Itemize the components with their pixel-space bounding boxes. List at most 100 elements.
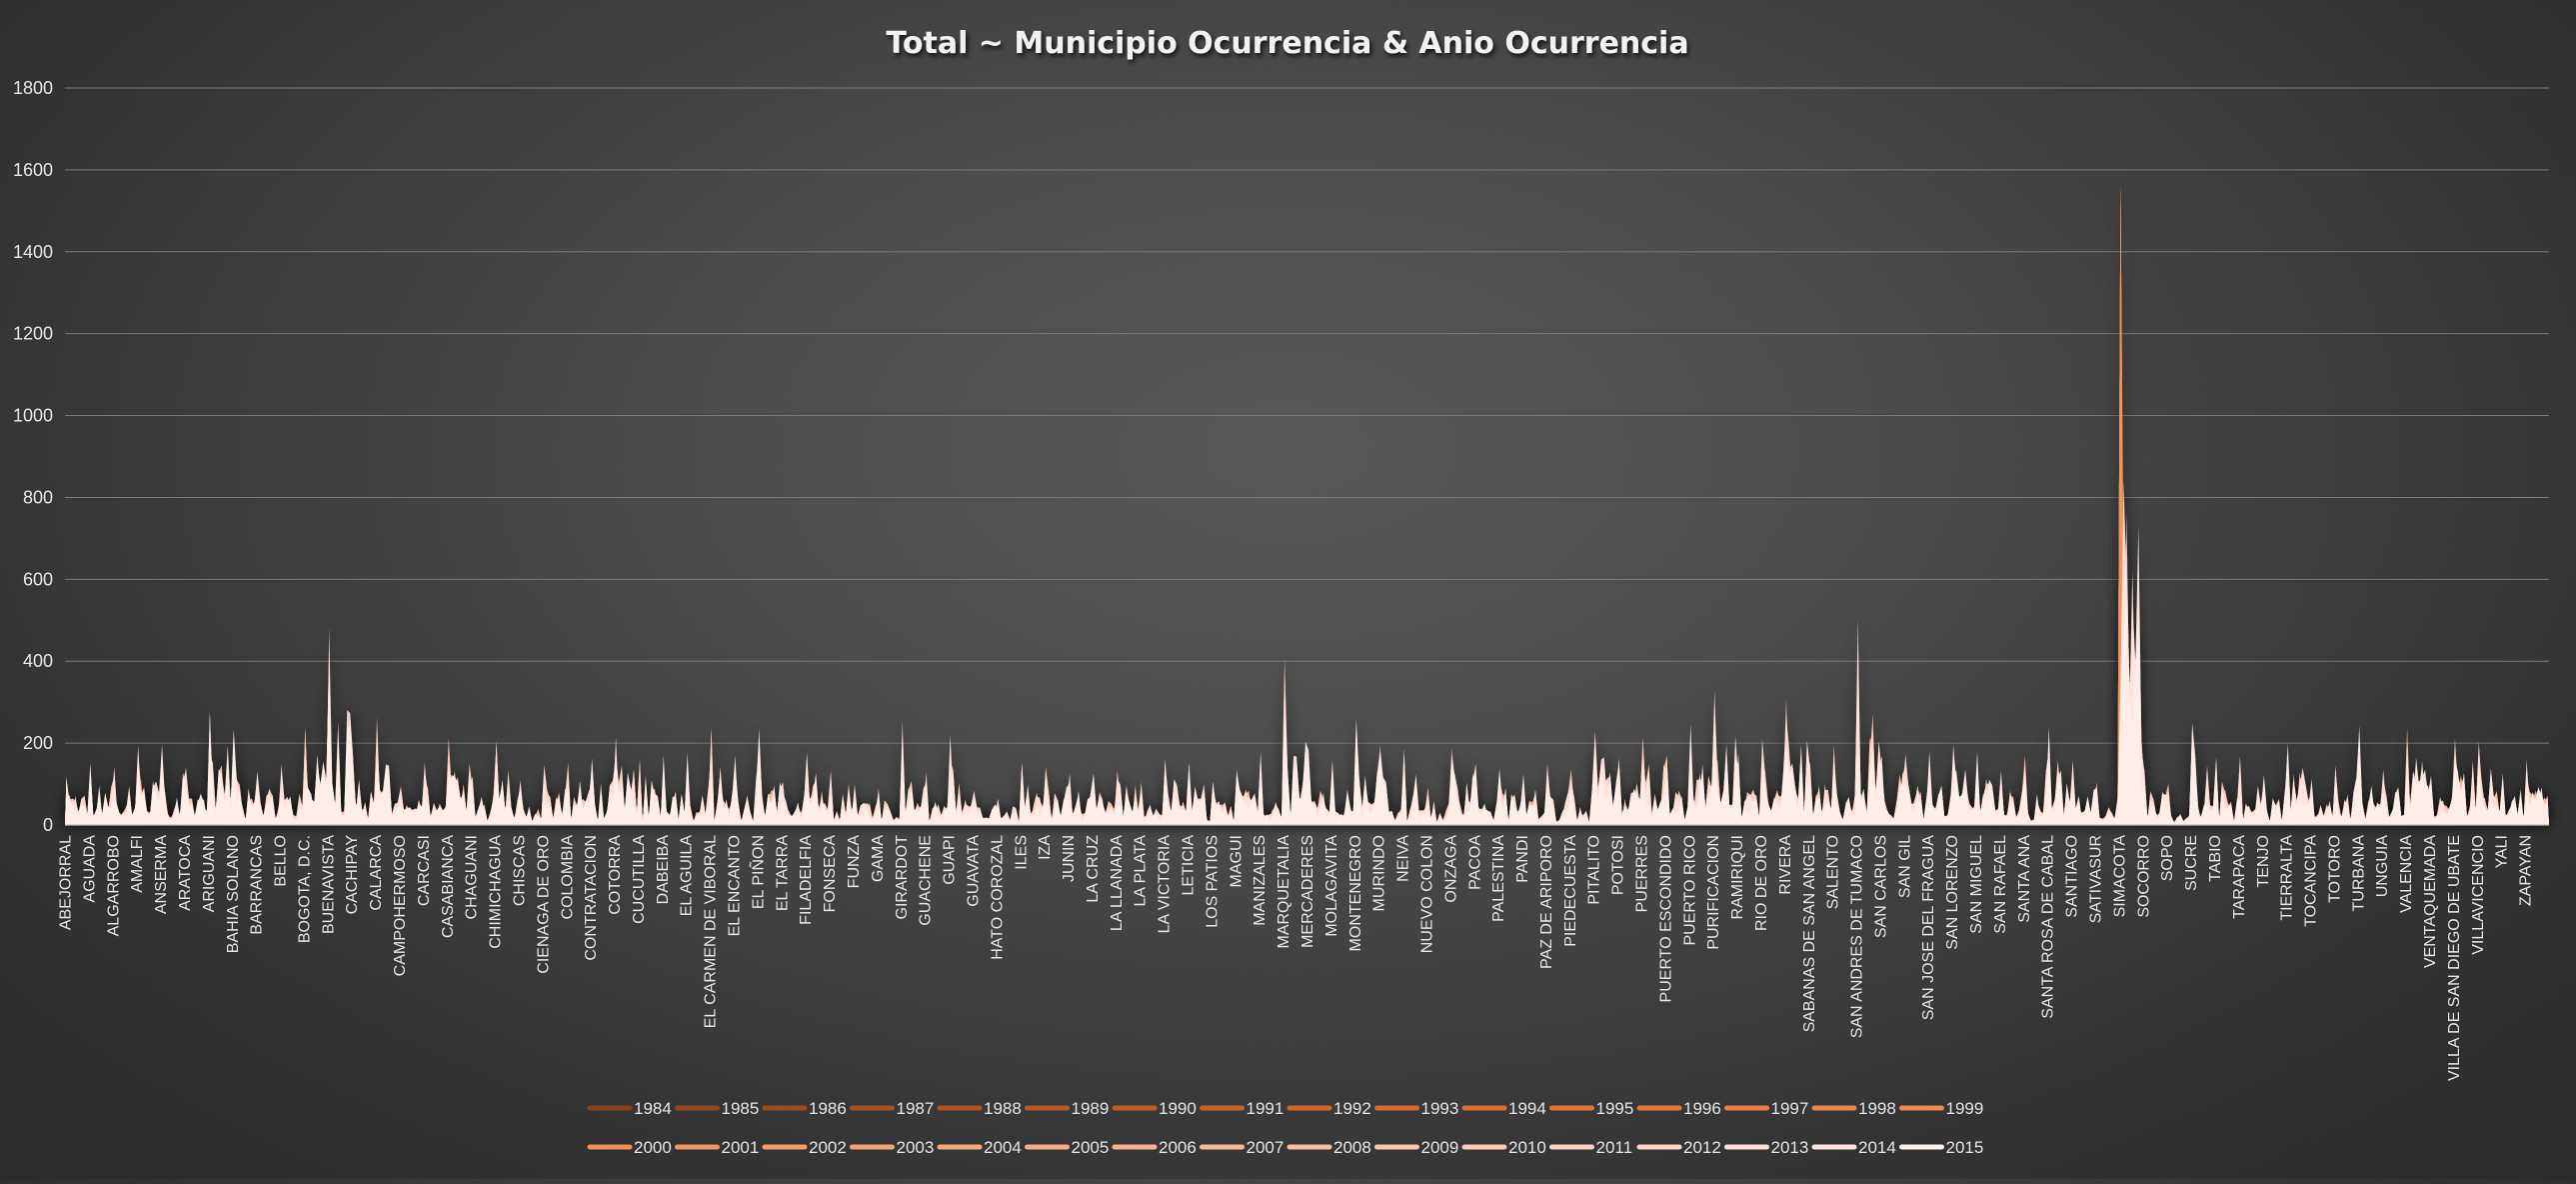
x-tick-label: YALI: [2494, 835, 2511, 869]
x-tick-label: SANTA ANA: [2016, 835, 2033, 923]
x-tick-label: TABIO: [2207, 835, 2224, 882]
x-tick-label: SIMACOTA: [2111, 835, 2128, 918]
legend-label: 1994: [1508, 1099, 1546, 1118]
series-area-1988: [65, 186, 2549, 826]
x-tick-label: LA VICTORIA: [1157, 835, 1174, 934]
x-tick-label: ABEJORRAL: [57, 835, 74, 930]
x-tick-label: FUNZA: [846, 835, 863, 889]
legend-item-1986: 1986: [762, 1099, 847, 1118]
legend-label: 1999: [1946, 1099, 1984, 1118]
legend-item-2006: 2006: [1112, 1138, 1197, 1157]
legend-item-2009: 2009: [1374, 1138, 1458, 1157]
series-area-1995: [65, 186, 2549, 826]
legend-item-2007: 2007: [1200, 1138, 1285, 1157]
series-area-1990: [65, 186, 2549, 826]
legend-item-1997: 1997: [1724, 1099, 1808, 1118]
x-tick-label: CHISCAS: [511, 835, 528, 906]
legend-item-1995: 1995: [1549, 1099, 1633, 1118]
x-tick-label: GUACHENE: [918, 835, 935, 926]
legend-item-1994: 1994: [1461, 1099, 1546, 1118]
x-tick-label: LETICIA: [1181, 835, 1198, 896]
gridlines: [65, 87, 2549, 826]
legend-label: 2000: [634, 1138, 672, 1157]
legend-label: 2003: [897, 1138, 935, 1157]
series-area-1993: [65, 186, 2549, 826]
x-tick-label: CARCASI: [416, 835, 433, 906]
x-tick-label: LA LLANADA: [1109, 835, 1126, 931]
legend-item-2000: 2000: [587, 1138, 672, 1157]
legend-label: 1987: [897, 1099, 935, 1118]
x-tick-label: PITALITO: [1586, 835, 1603, 905]
x-tick-label: SUCRE: [2183, 835, 2200, 891]
x-tick-label: SAN RAFAEL: [1992, 835, 2009, 934]
legend-label: 1993: [1421, 1099, 1459, 1118]
legend-label: 1998: [1858, 1099, 1896, 1118]
legend-label: 1989: [1072, 1099, 1110, 1118]
x-tick-label: HATO COROZAL: [989, 835, 1006, 960]
series-area-1999: [65, 186, 2549, 826]
legend-item-2015: 2015: [1899, 1138, 1984, 1157]
x-tick-label: RIO DE ORO: [1753, 835, 1770, 931]
area-group: [65, 186, 2549, 826]
x-tick-label: ARIGUANI: [201, 835, 218, 912]
legend-item-2008: 2008: [1287, 1138, 1371, 1157]
x-tick-label: EL ENCANTO: [727, 835, 744, 936]
x-tick-label: ANSERMA: [153, 835, 170, 914]
x-tick-label: JUNIN: [1061, 835, 1078, 882]
legend-label: 2002: [809, 1138, 847, 1157]
chart-title: Total ~ Municipio Ocurrencia & Anio Ocur…: [886, 26, 1688, 61]
legend-label: 1988: [984, 1099, 1022, 1118]
legend-label: 2014: [1858, 1138, 1896, 1157]
x-tick-label: PUERTO ESCONDIDO: [1657, 835, 1674, 1002]
x-tick-label: SATIVASUR: [2088, 835, 2105, 923]
series-area-1992: [65, 186, 2549, 826]
legend-item-2012: 2012: [1636, 1138, 1721, 1157]
x-tick-label: SANTIAGO: [2064, 835, 2081, 918]
legend-label: 2004: [984, 1138, 1022, 1157]
x-tick-label: GUAPI: [942, 835, 959, 885]
legend-label: 2007: [1247, 1138, 1285, 1157]
legend-label: 2015: [1946, 1138, 1984, 1157]
x-tick-label: NEIVA: [1395, 835, 1412, 882]
x-tick-label: TURBANA: [2350, 835, 2367, 912]
x-tick-label: SAN LORENZO: [1944, 835, 1961, 950]
x-tick-label: SAN JOSE DEL FRAGUA: [1920, 835, 1937, 1021]
x-tick-label: LA PLATA: [1133, 835, 1150, 907]
x-tick-label: PANDI: [1514, 835, 1531, 883]
series-area-2015: [65, 601, 2549, 825]
x-tick-label: IZA: [1037, 835, 1054, 860]
legend-item-1984: 1984: [587, 1099, 672, 1118]
x-tick-label: EL TARRA: [774, 835, 791, 912]
legend-label: 1984: [634, 1099, 672, 1118]
x-tick-label: PUERTO RICO: [1681, 835, 1698, 946]
x-tick-label: TOCANCIPA: [2303, 835, 2320, 927]
legend-label: 1985: [722, 1099, 760, 1118]
x-tick-label: EL PIÑON: [747, 835, 767, 909]
x-tick-label: BOGOTA, D.C.: [296, 835, 313, 943]
y-tick-label: 1400: [13, 242, 53, 262]
legend-item-2004: 2004: [937, 1138, 1022, 1157]
x-tick-label: ONZAGA: [1442, 835, 1459, 903]
series-areas: [65, 186, 2549, 826]
x-tick-label: GUAVATA: [965, 835, 982, 907]
x-tick-label: LOS PATIOS: [1204, 835, 1221, 928]
x-tick-label: SALENTO: [1825, 835, 1842, 909]
x-tick-label: CALARCA: [368, 835, 385, 911]
x-tick-label: SOCORRO: [2135, 835, 2152, 918]
legend-label: 1991: [1247, 1099, 1285, 1118]
x-tick-label: NUEVO COLON: [1418, 835, 1435, 953]
x-tick-label: PUERRES: [1634, 835, 1651, 912]
legend-label: 2010: [1508, 1138, 1546, 1157]
y-tick-label: 1800: [13, 78, 53, 98]
x-tick-label: RIVERA: [1777, 835, 1794, 895]
series-area-2014: [65, 481, 2549, 825]
series-area-1989: [65, 186, 2549, 826]
x-tick-label: SAN MIGUEL: [1968, 835, 1985, 934]
x-tick-label: ZAPAYAN: [2518, 835, 2535, 906]
series-area-2000: [65, 186, 2549, 826]
x-tick-label: MONTENEGRO: [1347, 835, 1364, 951]
legend-item-1993: 1993: [1374, 1099, 1459, 1118]
legend-item-1987: 1987: [850, 1099, 935, 1118]
legend-label: 2006: [1159, 1138, 1197, 1157]
